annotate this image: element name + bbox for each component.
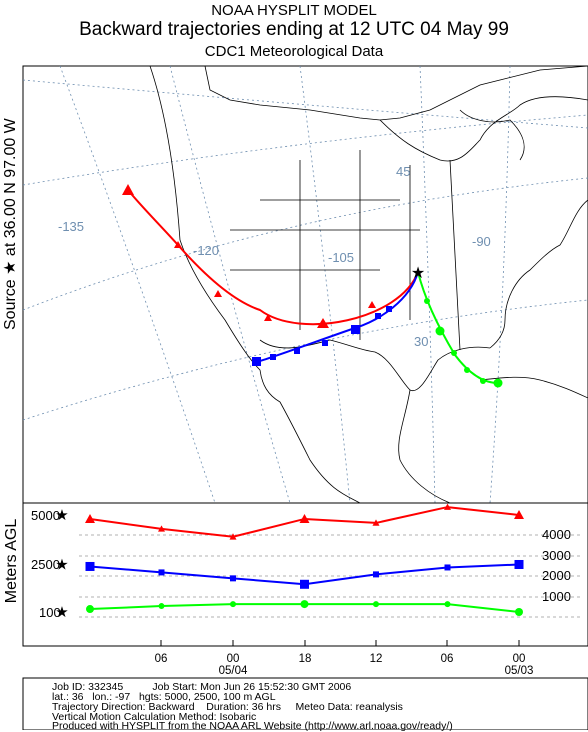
- profile-source-star-icon: ★: [55, 604, 68, 621]
- right-tick-2000: 2000: [542, 568, 571, 583]
- map-frame: [22, 65, 588, 504]
- profile-marker-5000: [514, 510, 524, 519]
- trajectory-2500m-marker: [375, 313, 381, 319]
- footer-box: [22, 677, 588, 730]
- trajectory-100m-marker: [451, 350, 457, 356]
- profile-marker-5000: [158, 525, 165, 532]
- profile-marker-100: [300, 600, 309, 609]
- trajectory-100m-marker: [464, 367, 470, 373]
- trajectory-5000m-marker: [368, 301, 376, 308]
- profile-marker-100: [515, 608, 523, 616]
- trajectory-2500m-marker: [252, 357, 261, 366]
- lat-label-45: 45: [396, 164, 410, 179]
- trajectory-5000m: [127, 189, 419, 326]
- y-tick-5000: 5000: [31, 508, 60, 523]
- profile-marker-2500: [230, 575, 236, 582]
- vertical-method-info: Vertical Motion Calculation Method: Isob…: [52, 711, 257, 723]
- profile-panel: 5000 2500 100 4000 3000 2000 1000 ★ ★ ★ 06…: [22, 502, 588, 677]
- profile-marker-2500: [444, 564, 451, 571]
- profile-marker-5000: [299, 513, 310, 523]
- y-tick-100: 100: [39, 605, 61, 620]
- time-tick-label: 12: [370, 653, 383, 665]
- right-tick-1000: 1000: [542, 589, 571, 604]
- lat-label-30: 30: [414, 334, 428, 349]
- chart-title: Backward trajectories ending at 12 UTC 0…: [79, 19, 509, 40]
- y-tick-2500: 2500: [31, 557, 60, 572]
- map-panel: -135 -120 -105 -90 45 30: [22, 65, 588, 504]
- profile-marker-100: [373, 601, 379, 608]
- trajectory-100m-marker: [493, 378, 503, 388]
- trajectory-2500m-marker: [386, 306, 392, 312]
- lon-label-120: -120: [193, 243, 219, 258]
- time-tick-label: 18: [299, 653, 312, 665]
- date-label-0503: 05/03: [505, 665, 534, 677]
- direction-info: Trajectory Direction: Backward Duration:…: [52, 701, 403, 713]
- profile-marker-2500: [158, 569, 165, 576]
- trajectory-100m-marker: [480, 378, 486, 384]
- model-title: NOAA HYSPLIT MODEL: [211, 2, 377, 19]
- profile-marker-100: [86, 605, 94, 614]
- profile-marker-2500: [300, 579, 309, 589]
- trajectory-100m-marker: [435, 326, 445, 336]
- profile-marker-5000: [229, 533, 237, 540]
- lon-label-105: -105: [328, 250, 354, 265]
- lon-label-90: -90: [472, 234, 491, 249]
- time-tick-label: 06: [441, 653, 454, 665]
- trajectory-2500m-marker: [351, 325, 360, 334]
- profile-marker-100: [444, 601, 451, 608]
- job-info: Job ID: 332345 Job Start: Mon Jun 26 15:…: [52, 681, 352, 693]
- trajectory-2500m-marker: [270, 354, 276, 360]
- profile-marker-5000: [85, 513, 95, 523]
- trajectory-5000m-marker: [214, 290, 222, 297]
- right-tick-4000: 4000: [542, 527, 571, 542]
- trajectory-2500m-marker: [322, 340, 328, 346]
- date-label-0504: 05/04: [219, 665, 248, 677]
- profile-marker-2500: [514, 559, 524, 569]
- source-star-icon: ★: [411, 265, 425, 282]
- time-tick-label: 00: [227, 653, 240, 665]
- profile-marker-5000: [444, 503, 451, 510]
- profile-marker-100: [158, 603, 165, 610]
- time-tick-label: 00: [513, 653, 526, 665]
- profile-marker-5000: [372, 519, 380, 526]
- profile-frame: [22, 502, 588, 647]
- time-tick-label: 06: [155, 653, 168, 665]
- map-graticule: [22, 65, 588, 504]
- trajectory-5000m-marker: [264, 314, 272, 321]
- trajectory-5000m-marker: [317, 318, 329, 328]
- profile-marker-100: [230, 601, 236, 608]
- produced-info: Produced with HYSPLIT from the NOAA ARL …: [52, 720, 453, 732]
- trajectory-5000m-marker: [174, 241, 182, 248]
- profile-marker-2500: [85, 561, 95, 571]
- right-tick-3000: 3000: [542, 548, 571, 563]
- chart-subtitle: CDC1 Meteorological Data: [204, 43, 384, 60]
- location-info: lat.: 36 lon.: -97 hgts: 5000, 2500, 100…: [52, 691, 276, 703]
- profile-marker-2500: [373, 571, 379, 578]
- profile-source-star-icon: ★: [55, 556, 68, 573]
- lon-label-135: -135: [58, 219, 84, 234]
- trajectory-5000m-marker: [122, 184, 134, 195]
- trajectory-100m-marker: [424, 298, 430, 304]
- trajectory-2500m-marker: [294, 348, 300, 354]
- profile-source-star-icon: ★: [55, 507, 68, 524]
